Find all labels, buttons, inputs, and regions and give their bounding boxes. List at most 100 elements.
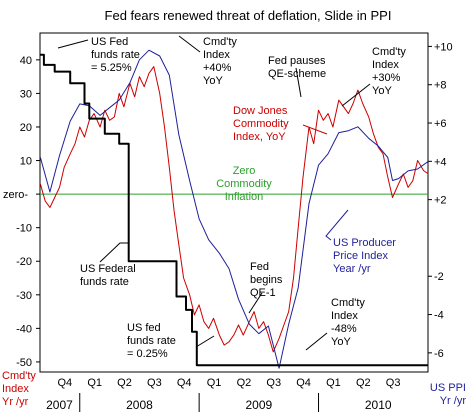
annotation-line: YoY — [331, 336, 351, 348]
annotation-line: Fed — [250, 261, 269, 273]
annotation-leader — [248, 292, 263, 314]
left-tick-label: 30 — [20, 88, 32, 100]
annotation-line: = 0.25% — [127, 348, 168, 360]
left-axis-label: Index — [2, 383, 29, 395]
right-tick-label: +8 — [434, 80, 447, 92]
annotation-line: Cmd'ty — [203, 36, 237, 48]
annotation-leader — [341, 83, 371, 107]
right-tick-label: +10 — [434, 41, 453, 53]
annotation-line: funds rate — [91, 49, 140, 61]
annotation-line: Inflation — [225, 191, 264, 203]
annotation-leader — [178, 35, 201, 53]
annotation-line: Year /yr — [333, 263, 371, 275]
annotation-line: YoY — [203, 75, 223, 87]
annotation-leader — [302, 124, 328, 135]
annotation-line: = 5.25% — [91, 62, 132, 74]
annotation-line: funds rate — [80, 276, 129, 288]
quarter-tick-label: Q1 — [87, 377, 102, 389]
annotation-leader — [295, 67, 302, 98]
annotation-leader — [99, 242, 128, 263]
annotation-leader — [57, 39, 89, 49]
left-tick-label: -40 — [16, 323, 32, 335]
annotation-line: Fed pauses — [268, 55, 326, 67]
quarter-tick-label: Q4 — [177, 377, 192, 389]
annotation-line: Index — [372, 59, 399, 71]
annotation-line: US Fed — [91, 36, 128, 48]
annotation-text: Cmd'ty Index +40% YoY — [203, 36, 237, 87]
left-tick-label: -50 — [16, 357, 32, 369]
annotation-leaders — [57, 35, 371, 351]
quarter-tick-label: Q2 — [117, 377, 132, 389]
annotation-line: US Producer — [333, 237, 396, 249]
commodity-index-line — [39, 66, 429, 353]
annotation-line: Cmd'ty — [372, 46, 406, 58]
year-label: 2010 — [365, 398, 392, 412]
annotation-line: YoY — [372, 85, 392, 97]
left-tick-label: 40 — [20, 55, 32, 67]
quarter-tick-label: Q3 — [386, 377, 401, 389]
annotation-line: +30% — [372, 72, 401, 84]
left-tick-label: -10 — [16, 223, 32, 235]
annotations: US Fed funds rate = 5.25%Cmd'ty Index +40% Yo… — [80, 36, 406, 360]
right-axis-label: Yr /yr — [440, 395, 467, 407]
right-tick-label: -6 — [434, 348, 444, 360]
right-axis-label: US PPI — [430, 382, 466, 394]
annotation-line: -48% — [331, 323, 357, 335]
annotation-line: Commodity — [233, 118, 289, 130]
quarter-tick-label: Q1 — [326, 377, 341, 389]
year-label: 2008 — [126, 398, 153, 412]
left-axis-label: Cmd'ty — [2, 370, 36, 382]
annotation-text: Cmd'ty Index -48% YoY — [331, 297, 365, 348]
annotation-line: begins — [250, 274, 283, 286]
year-label: 2007 — [46, 398, 73, 412]
annotation-line: US fed — [127, 322, 161, 334]
annotation-text: Fed begins QE-1 — [250, 261, 283, 299]
left-tick-label: 10 — [20, 156, 32, 168]
left-tick-label: 20 — [20, 122, 32, 134]
quarter-tick-label: Q2 — [237, 377, 252, 389]
chart-title: Fed fears renewed threat of deflation, S… — [105, 8, 392, 23]
quarter-tick-label: Q1 — [207, 377, 222, 389]
x-axis: Q4 Q1 Q2 Q3 Q4 Q1 Q2 Q3 Q4 Q1 Q2 Q3 2007 2008 2009 2010 — [46, 377, 400, 412]
quarter-tick-label: Q3 — [147, 377, 162, 389]
annotation-line: US Federal — [80, 263, 136, 275]
annotation-line: Index — [203, 49, 230, 61]
annotation-line: +40% — [203, 62, 232, 74]
annotation-text: Cmd'ty Index +30% YoY — [372, 46, 406, 97]
annotation-text: US Federal funds rate — [80, 263, 136, 288]
right-tick-label: +6 — [434, 118, 447, 130]
annotation-line: QE-1 — [250, 287, 276, 299]
left-tick-label: -30 — [16, 290, 32, 302]
left-axis: 40 30 20 10 zero- -10 -20 -30 -40 -50Cmd'tyIndexY… — [2, 55, 40, 408]
annotation-line: Commodity — [216, 178, 272, 190]
quarter-tick-label: Q4 — [57, 377, 72, 389]
annotation-text: Fed pauses QE-scheme — [268, 55, 326, 80]
ppi-line — [39, 49, 429, 369]
series-group — [39, 49, 429, 369]
annotation-text: Dow Jones Commodity Index, YoY — [233, 105, 289, 143]
annotation-text: US fed funds rate = 0.25% — [127, 322, 176, 360]
annotation-text: US Producer Price Index Year /yr — [333, 237, 396, 275]
quarter-tick-label: Q2 — [356, 377, 371, 389]
annotation-line: Cmd'ty — [331, 297, 365, 309]
right-tick-label: -2 — [434, 271, 444, 283]
fed-funds-rate-line — [40, 53, 429, 367]
annotation-line: Index — [331, 310, 358, 322]
annotation-line: Price Index — [333, 250, 389, 262]
annotation-line: Index, YoY — [233, 131, 286, 143]
annotation-line: Zero — [233, 165, 256, 177]
quarter-tick-label: Q3 — [266, 377, 281, 389]
right-tick-label: -4 — [434, 310, 444, 322]
annotation-leader — [195, 335, 215, 348]
annotation-line: QE-scheme — [268, 68, 326, 80]
annotation-leader — [305, 332, 328, 351]
annotation-leader — [325, 209, 349, 241]
left-tick-label: -20 — [16, 256, 32, 268]
right-tick-label: +4 — [434, 156, 447, 168]
right-tick-label: +2 — [434, 195, 447, 207]
annotation-text: Zero Commodity Inflation — [216, 165, 272, 203]
